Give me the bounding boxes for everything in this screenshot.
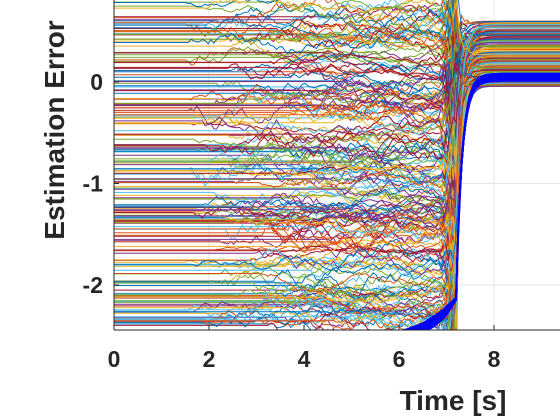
error-trace [114, 65, 560, 168]
error-trace [114, 0, 560, 36]
y-tick-label: -1 [83, 171, 104, 197]
error-trace [114, 29, 560, 298]
x-tick-label: 4 [298, 346, 311, 372]
error-trace [114, 32, 560, 110]
x-axis-label: Time [s] [400, 385, 507, 416]
x-tick-labels: 0 2 4 6 8 [108, 346, 501, 372]
error-trace [114, 30, 560, 115]
error-trace [114, 38, 560, 275]
error-trace [114, 64, 560, 195]
error-trace [114, 56, 560, 181]
error-trace [114, 33, 560, 330]
error-trace [114, 59, 560, 330]
error-trace [114, 85, 560, 222]
error-trace [114, 60, 560, 219]
y-axis-label: Estimation Error [39, 20, 70, 239]
error-trace [114, 55, 560, 249]
error-trace [114, 24, 560, 246]
error-trace [114, 47, 560, 257]
error-trace [114, 0, 560, 48]
error-trace [114, 26, 560, 161]
error-trace [114, 41, 560, 218]
error-trace [114, 48, 560, 181]
error-trace [114, 36, 560, 168]
x-tick-label: 8 [488, 346, 501, 372]
x-tick-label: 0 [108, 346, 121, 372]
error-trace [114, 53, 560, 309]
error-trace [114, 30, 560, 307]
error-trace [114, 70, 560, 114]
error-trace [114, 25, 560, 248]
error-trace [114, 37, 560, 223]
error-trace [114, 43, 560, 144]
error-trace [114, 57, 560, 242]
error-trace [114, 40, 560, 157]
converging-error-trace [409, 75, 560, 330]
error-trace [114, 22, 560, 270]
x-tick-label: 2 [203, 346, 216, 372]
y-tick-labels: 0 -1 -2 [83, 69, 104, 298]
y-tick-label: -2 [83, 272, 103, 298]
axes [113, 0, 560, 331]
error-trace [114, 10, 560, 68]
error-trace [114, 68, 560, 163]
error-trace [114, 69, 560, 149]
converging-error-trace [416, 77, 560, 330]
error-trace [114, 40, 560, 330]
error-trace [114, 61, 560, 212]
series-lines [114, 0, 560, 330]
error-trace [114, 51, 560, 233]
converging-error-trace [413, 79, 560, 330]
error-trace [114, 28, 560, 203]
error-trace [114, 50, 560, 129]
converging-error-trace [411, 74, 560, 330]
converging-error-trace [419, 78, 560, 330]
y-tick-label: 0 [90, 69, 103, 95]
error-trace [114, 61, 560, 330]
error-trace [114, 0, 560, 56]
error-trace [114, 8, 560, 54]
error-trace [114, 62, 560, 177]
converging-error-trace [420, 72, 560, 330]
x-tick-label: 6 [393, 346, 406, 372]
error-trace [114, 63, 560, 290]
